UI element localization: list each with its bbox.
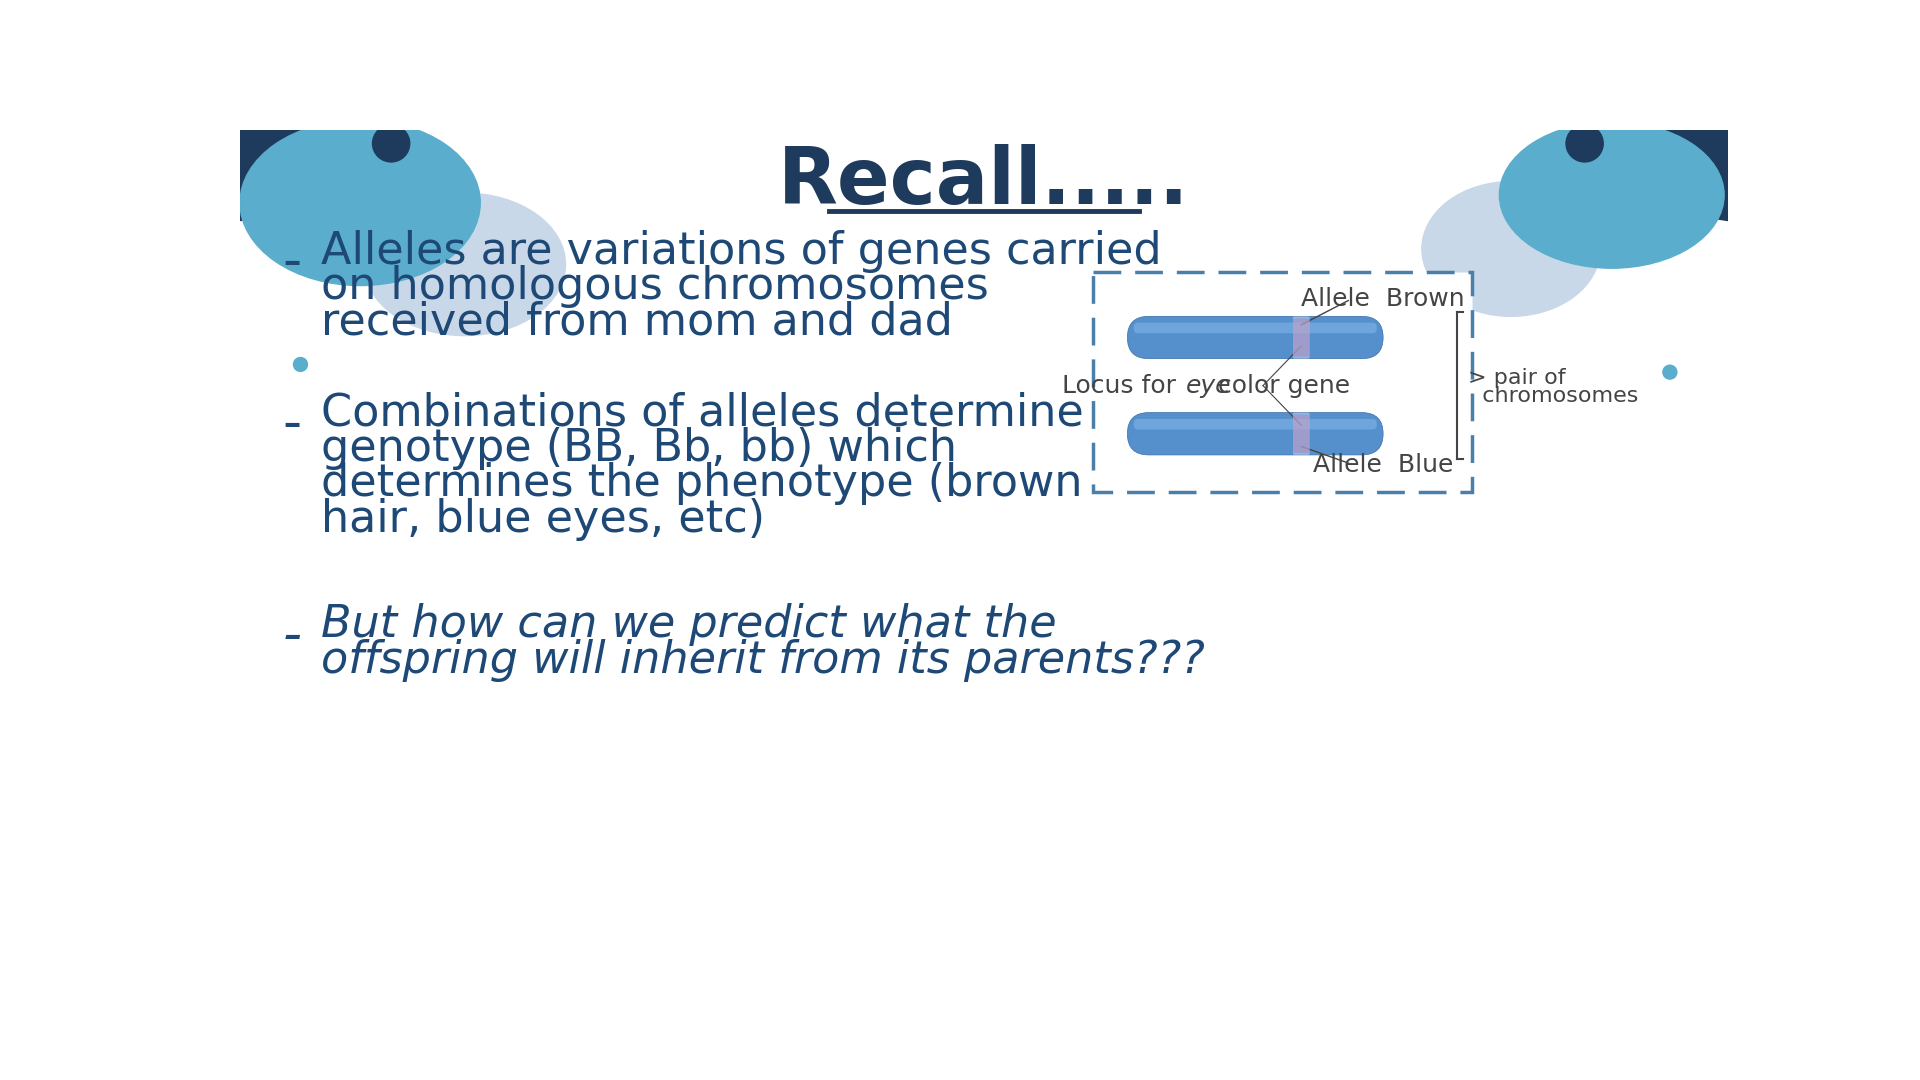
Text: eye: eye [1185,374,1231,397]
Text: chromosomes: chromosomes [1467,387,1638,406]
FancyBboxPatch shape [1292,319,1309,356]
Text: -: - [282,400,301,451]
Ellipse shape [240,120,480,285]
Ellipse shape [294,357,307,372]
Text: received from mom and dad: received from mom and dad [321,300,952,343]
Ellipse shape [1663,365,1676,379]
Text: But how can we predict what the: But how can we predict what the [321,603,1058,646]
FancyBboxPatch shape [1127,413,1382,455]
FancyBboxPatch shape [1292,413,1309,455]
FancyBboxPatch shape [1127,316,1382,359]
FancyBboxPatch shape [1292,415,1309,453]
Ellipse shape [1603,0,1899,222]
Ellipse shape [1567,125,1603,162]
FancyBboxPatch shape [1135,419,1377,430]
Ellipse shape [365,193,566,336]
Ellipse shape [1500,122,1724,268]
Text: Allele  Brown: Allele Brown [1302,287,1465,311]
Ellipse shape [372,125,409,162]
Text: Allele  Blue: Allele Blue [1313,453,1453,476]
FancyBboxPatch shape [1135,323,1377,334]
Ellipse shape [69,0,365,222]
Text: on homologous chromosomes: on homologous chromosomes [321,265,989,308]
Text: offspring will inherit from its parents???: offspring will inherit from its parents?… [321,638,1206,681]
FancyBboxPatch shape [1292,316,1309,359]
Text: genotype (BB, Bb, bb) which: genotype (BB, Bb, bb) which [321,427,958,470]
Text: -: - [282,238,301,289]
Text: -: - [282,611,301,663]
Text: color gene: color gene [1210,374,1350,397]
Text: Recall.....: Recall..... [778,144,1190,220]
Text: hair, blue eyes, etc): hair, blue eyes, etc) [321,498,766,541]
Text: > pair of: > pair of [1467,368,1565,388]
Text: Combinations of alleles determine: Combinations of alleles determine [321,391,1085,434]
Text: Alleles are variations of genes carried: Alleles are variations of genes carried [321,230,1162,273]
Text: determines the phenotype (brown: determines the phenotype (brown [321,462,1083,505]
Ellipse shape [1423,181,1599,316]
Bar [1092,272,1473,491]
Text: Locus for: Locus for [1062,374,1185,397]
